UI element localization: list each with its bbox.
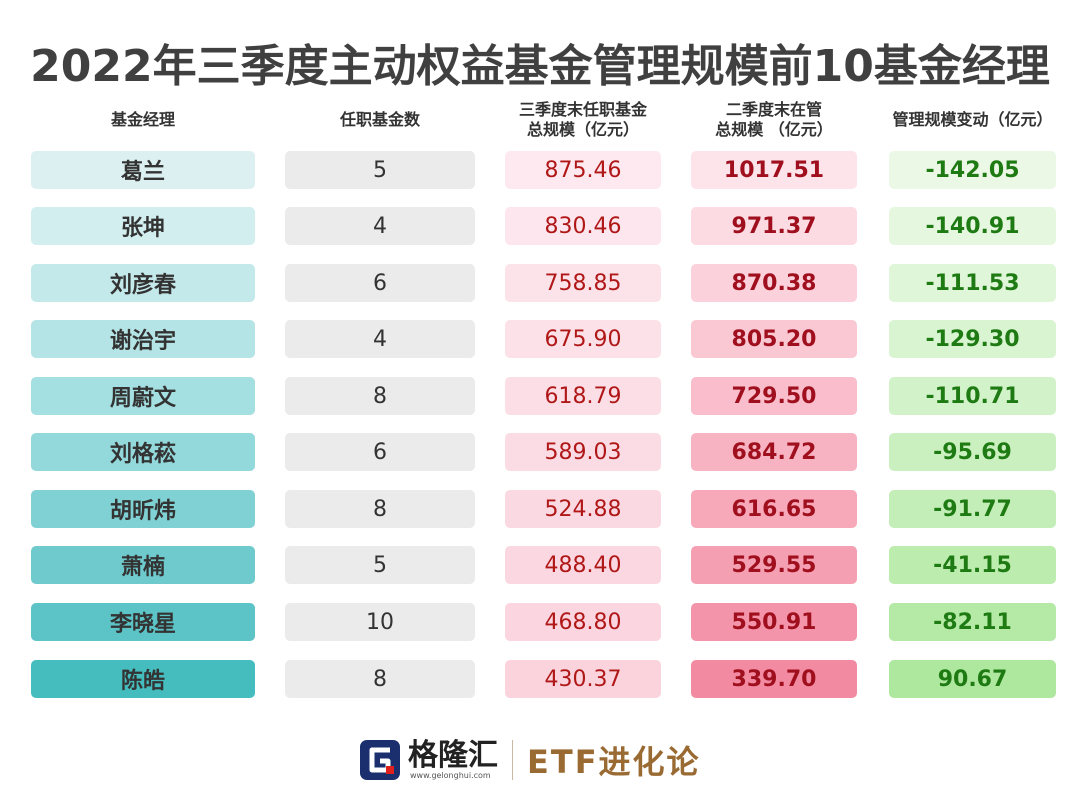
q2-scale: 684.72 xyxy=(691,433,857,471)
manager-name: 李晓星 xyxy=(31,603,255,641)
q3-scale: 589.03 xyxy=(505,433,661,471)
scale-change: -91.77 xyxy=(889,490,1056,528)
q3-scale: 875.46 xyxy=(505,151,661,189)
brand-text: 格隆汇 www.gelonghui.com xyxy=(400,737,498,780)
header-name: 基金经理 xyxy=(31,98,255,142)
q3-scale: 618.79 xyxy=(505,377,661,415)
fund-count: 8 xyxy=(285,377,475,415)
q2-scale: 805.20 xyxy=(691,320,857,358)
q3-scale: 430.37 xyxy=(505,660,661,698)
scale-change: -140.91 xyxy=(889,207,1056,245)
header-q3: 三季度末任职基金 总规模（亿元） xyxy=(495,98,671,142)
q3-scale: 830.46 xyxy=(505,207,661,245)
header-count: 任职基金数 xyxy=(285,98,475,142)
fund-count: 4 xyxy=(285,207,475,245)
scale-change: -111.53 xyxy=(889,264,1056,302)
product-name: ETF进化论 xyxy=(527,743,701,781)
q2-scale: 339.70 xyxy=(691,660,857,698)
scale-change: -95.69 xyxy=(889,433,1056,471)
q3-scale: 675.90 xyxy=(505,320,661,358)
q2-scale: 616.65 xyxy=(691,490,857,528)
q3-scale: 488.40 xyxy=(505,546,661,584)
footer-brand: 格隆汇 www.gelonghui.com ETF进化论 xyxy=(360,735,740,785)
brand-url: www.gelonghui.com xyxy=(410,770,491,780)
fund-count: 5 xyxy=(285,151,475,189)
scale-change: -82.11 xyxy=(889,603,1056,641)
header-q2-line1: 二季度末在管 xyxy=(725,100,822,119)
fund-count: 8 xyxy=(285,660,475,698)
header-count-label: 任职基金数 xyxy=(339,110,420,129)
scale-change: 90.67 xyxy=(889,660,1056,698)
scale-change: -129.30 xyxy=(889,320,1056,358)
scale-change: -142.05 xyxy=(889,151,1056,189)
fund-count: 5 xyxy=(285,546,475,584)
manager-name: 刘格菘 xyxy=(31,433,255,471)
q2-scale: 1017.51 xyxy=(691,151,857,189)
manager-name: 谢治宇 xyxy=(31,320,255,358)
header-change-label: 管理规模变动（亿元） xyxy=(892,110,1053,129)
header-name-label: 基金经理 xyxy=(110,110,175,129)
q2-scale: 529.55 xyxy=(691,546,857,584)
fund-count: 6 xyxy=(285,433,475,471)
manager-name: 萧楠 xyxy=(31,546,255,584)
q3-scale: 468.80 xyxy=(505,603,661,641)
page-title: 2022年三季度主动权益基金管理规模前10基金经理 xyxy=(30,41,1050,92)
gelonghui-logo-icon xyxy=(360,740,400,780)
manager-name: 陈皓 xyxy=(31,660,255,698)
brand-name: 格隆汇 xyxy=(408,737,498,773)
manager-name: 胡昕炜 xyxy=(31,490,255,528)
q3-scale: 758.85 xyxy=(505,264,661,302)
fund-count: 4 xyxy=(285,320,475,358)
fund-count: 10 xyxy=(285,603,475,641)
manager-name: 刘彦春 xyxy=(31,264,255,302)
header-q3-line1: 三季度末任职基金 xyxy=(518,100,647,119)
q2-scale: 971.37 xyxy=(691,207,857,245)
q2-scale: 550.91 xyxy=(691,603,857,641)
brand-divider xyxy=(512,740,513,780)
header-q2: 二季度末在管 总规模 （亿元） xyxy=(681,98,867,142)
fund-count: 6 xyxy=(285,264,475,302)
header-q3-line2: 总规模（亿元） xyxy=(526,120,639,139)
manager-name: 周蔚文 xyxy=(31,377,255,415)
q2-scale: 870.38 xyxy=(691,264,857,302)
manager-name: 张坤 xyxy=(31,207,255,245)
scale-change: -41.15 xyxy=(889,546,1056,584)
q2-scale: 729.50 xyxy=(691,377,857,415)
manager-name: 葛兰 xyxy=(31,151,255,189)
scale-change: -110.71 xyxy=(889,377,1056,415)
header-change: 管理规模变动（亿元） xyxy=(879,98,1066,142)
header-q2-line2: 总规模 （亿元） xyxy=(715,120,833,139)
fund-count: 8 xyxy=(285,490,475,528)
q3-scale: 524.88 xyxy=(505,490,661,528)
